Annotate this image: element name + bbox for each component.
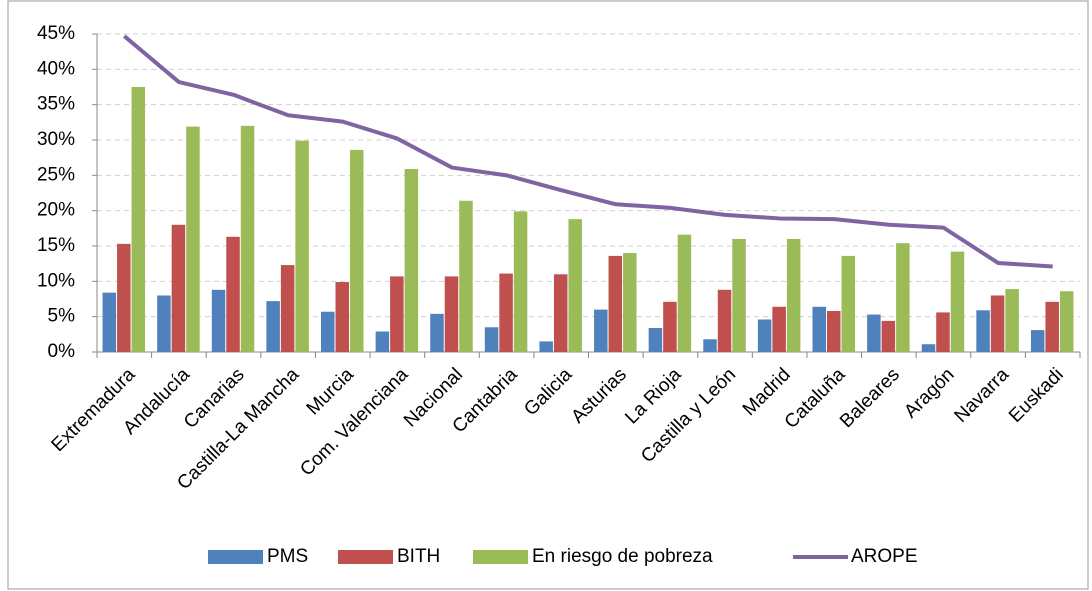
bar bbox=[1059, 291, 1074, 352]
y-tick-label: 10% bbox=[37, 270, 75, 291]
y-tick-label: 45% bbox=[37, 23, 75, 44]
bar bbox=[266, 301, 280, 352]
bar bbox=[280, 265, 295, 352]
bar bbox=[950, 251, 965, 352]
bar bbox=[827, 311, 841, 352]
bar bbox=[513, 211, 528, 352]
bar bbox=[623, 253, 637, 352]
bar bbox=[1005, 289, 1019, 352]
legend-swatch bbox=[338, 550, 393, 564]
legend-label: BITH bbox=[397, 546, 440, 567]
bar bbox=[350, 149, 364, 352]
bar bbox=[990, 295, 1005, 352]
bar bbox=[157, 295, 171, 352]
y-tick-label: 25% bbox=[37, 164, 75, 185]
bar bbox=[240, 125, 255, 352]
bar bbox=[772, 306, 786, 352]
y-tick-label: 40% bbox=[37, 58, 75, 79]
bar bbox=[375, 331, 390, 352]
bar bbox=[921, 344, 936, 352]
bar bbox=[390, 276, 404, 352]
bar bbox=[321, 311, 335, 352]
bar bbox=[444, 276, 459, 352]
bar bbox=[732, 238, 746, 352]
bar bbox=[841, 255, 855, 352]
bar bbox=[896, 243, 910, 352]
bar bbox=[295, 140, 309, 352]
bar bbox=[568, 219, 582, 352]
bar bbox=[171, 224, 186, 352]
bar bbox=[211, 289, 226, 352]
bar bbox=[867, 314, 881, 352]
bar bbox=[1045, 301, 1059, 352]
bar bbox=[786, 238, 801, 352]
bar bbox=[757, 319, 772, 352]
bar bbox=[484, 327, 499, 352]
bar bbox=[648, 327, 663, 352]
bar bbox=[677, 234, 692, 352]
y-tick-label: 15% bbox=[37, 235, 75, 256]
bar bbox=[703, 339, 717, 352]
bar bbox=[404, 168, 419, 352]
bar bbox=[881, 320, 896, 352]
bar bbox=[186, 126, 200, 352]
bar bbox=[812, 306, 826, 352]
legend-swatch bbox=[208, 550, 263, 564]
bar bbox=[335, 282, 349, 352]
y-tick-label: 20% bbox=[37, 200, 75, 221]
bar bbox=[430, 313, 444, 352]
y-tick-label: 30% bbox=[37, 129, 75, 150]
bar bbox=[1030, 330, 1045, 352]
y-tick-label: 5% bbox=[48, 306, 76, 327]
bar bbox=[102, 292, 117, 352]
bar bbox=[594, 309, 608, 352]
bar bbox=[539, 341, 553, 352]
bar bbox=[608, 255, 623, 352]
bar bbox=[499, 273, 513, 352]
y-tick-label: 0% bbox=[48, 341, 76, 362]
bar bbox=[663, 301, 677, 352]
chart-border bbox=[7, 0, 1089, 590]
bar bbox=[226, 236, 240, 352]
bar bbox=[717, 289, 732, 352]
legend-swatch bbox=[473, 550, 528, 564]
bar bbox=[936, 312, 950, 352]
bar bbox=[976, 310, 990, 352]
legend-label: PMS bbox=[267, 546, 308, 567]
bar bbox=[131, 87, 146, 352]
bar bbox=[459, 200, 473, 352]
legend-label: En riesgo de pobreza bbox=[532, 546, 713, 567]
bar bbox=[117, 243, 131, 352]
bar bbox=[553, 274, 568, 352]
legend-label: AROPE bbox=[851, 546, 918, 567]
line bbox=[123, 34, 1053, 269]
y-tick-label: 35% bbox=[37, 94, 75, 115]
